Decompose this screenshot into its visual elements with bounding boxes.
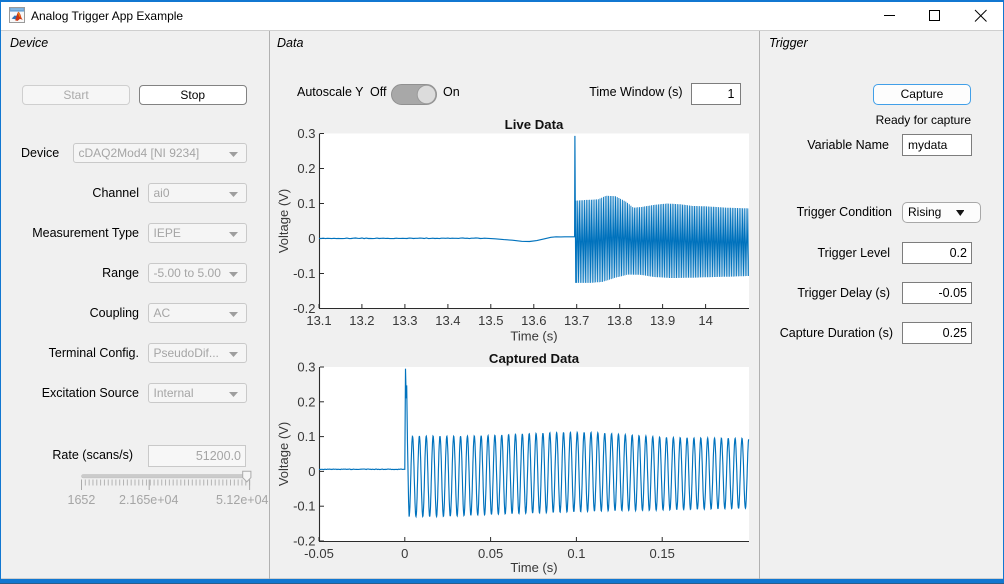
svg-text:-0.1: -0.1 — [293, 499, 315, 514]
svg-text:0.2: 0.2 — [297, 394, 315, 409]
svg-text:-0.05: -0.05 — [304, 546, 334, 561]
svg-text:13.8: 13.8 — [607, 313, 632, 328]
svg-text:0: 0 — [401, 546, 408, 561]
svg-text:14: 14 — [698, 313, 712, 328]
svg-text:13.7: 13.7 — [564, 313, 589, 328]
svg-text:0.1: 0.1 — [297, 429, 315, 444]
svg-text:Time (s): Time (s) — [510, 329, 557, 344]
svg-text:0.1: 0.1 — [297, 196, 315, 211]
svg-text:-0.2: -0.2 — [293, 534, 315, 549]
svg-text:13.2: 13.2 — [349, 313, 374, 328]
svg-text:-0.1: -0.1 — [293, 266, 315, 281]
svg-text:Live Data: Live Data — [505, 117, 564, 132]
svg-text:13.6: 13.6 — [521, 313, 546, 328]
svg-text:Captured Data: Captured Data — [489, 351, 580, 366]
svg-text:Voltage (V): Voltage (V) — [276, 422, 291, 486]
svg-text:0.05: 0.05 — [478, 546, 503, 561]
svg-text:0.2: 0.2 — [297, 161, 315, 176]
svg-text:0.15: 0.15 — [650, 546, 675, 561]
svg-text:13.5: 13.5 — [478, 313, 503, 328]
svg-text:13.1: 13.1 — [306, 313, 331, 328]
svg-text:Voltage (V): Voltage (V) — [276, 189, 291, 253]
svg-text:0.1: 0.1 — [567, 546, 585, 561]
svg-text:13.4: 13.4 — [435, 313, 460, 328]
svg-text:0.3: 0.3 — [297, 126, 315, 141]
svg-text:0: 0 — [308, 231, 315, 246]
svg-text:Time (s): Time (s) — [510, 560, 557, 575]
svg-text:13.3: 13.3 — [392, 313, 417, 328]
svg-text:0: 0 — [308, 464, 315, 479]
svg-text:0.3: 0.3 — [297, 360, 315, 375]
svg-text:13.9: 13.9 — [650, 313, 675, 328]
svg-text:-0.2: -0.2 — [293, 301, 315, 316]
